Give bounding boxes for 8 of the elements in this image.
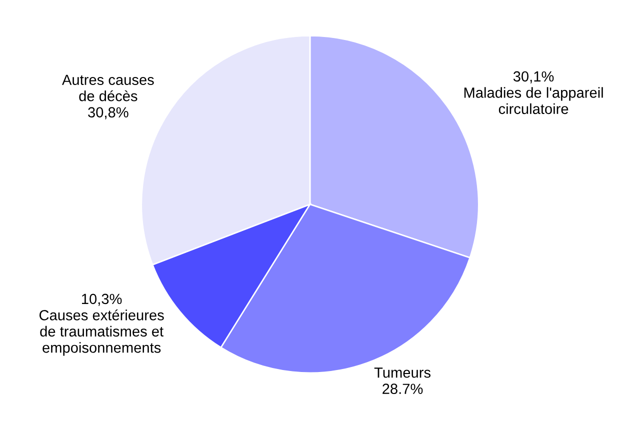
data-label: 28.7%: [382, 384, 423, 394]
data-label: 30,1%: [513, 71, 554, 84]
slice-label: Tumeurs: [374, 368, 430, 378]
slice-label: Maladies de l'appareil circulatoire: [464, 87, 603, 114]
data-label: 10,3%: [82, 294, 122, 306]
data-label: 30,8%: [88, 107, 128, 120]
slice-label: Autres causes de décès: [62, 74, 154, 102]
slice-label: Causes extérieures de traumatismes et empoisonnements: [39, 309, 164, 356]
